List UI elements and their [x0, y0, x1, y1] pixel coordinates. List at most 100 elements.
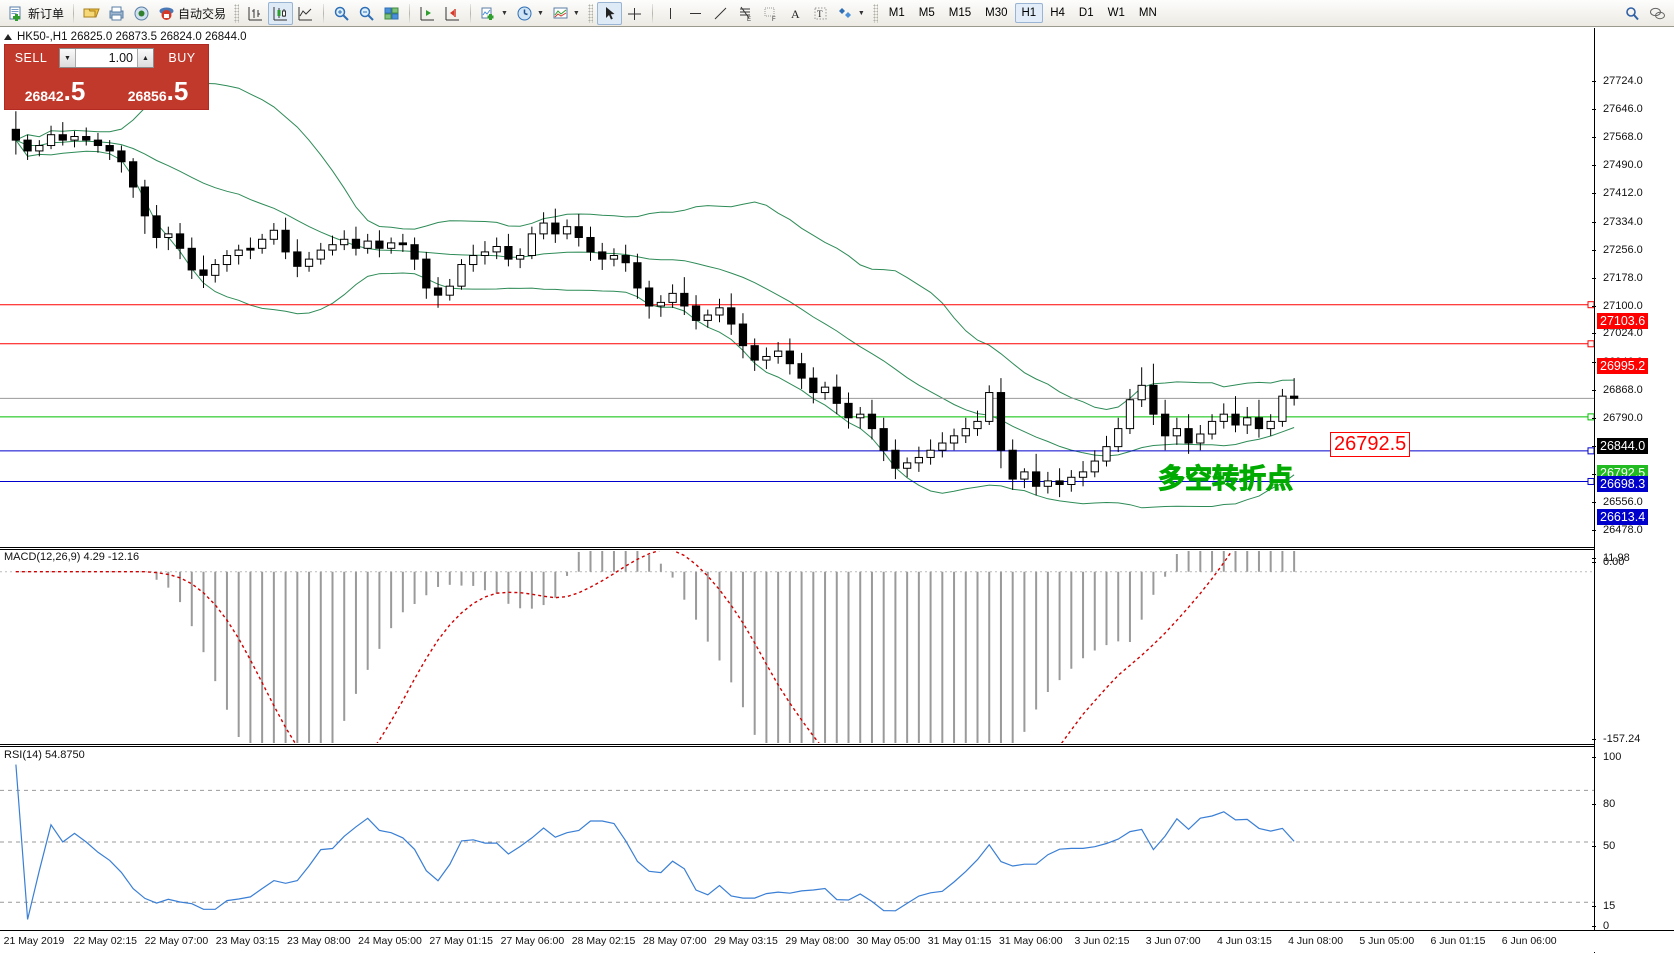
price-level-label[interactable]: 26792.5 [1330, 432, 1411, 457]
chart-area[interactable]: HK50-,H1 26825.0 26873.5 26824.0 26844.0… [0, 27, 1674, 953]
price-tick [1592, 193, 1596, 195]
shift-chart-button[interactable] [415, 2, 440, 25]
auto-scroll-icon [444, 5, 461, 22]
volume-input[interactable]: ▼ 1.00 ▲ [59, 48, 154, 68]
sell-button[interactable]: SELL [14, 51, 48, 65]
indicators-button[interactable]: ▼ [476, 2, 512, 25]
period-button[interactable]: ▼ [512, 2, 548, 25]
one-click-trading-panel[interactable]: SELL ▼ 1.00 ▲ BUY 26842 .5 26856 .5 [4, 44, 209, 110]
price-tick [1592, 333, 1596, 335]
chevron-down-icon[interactable]: ▼ [501, 9, 508, 17]
indicators-icon [480, 5, 497, 22]
rsi-chart-canvas[interactable] [0, 750, 1594, 930]
search-button[interactable] [1620, 2, 1645, 25]
price-tick [1592, 80, 1596, 82]
toolbar-separator-2 [323, 3, 325, 23]
sell-price[interactable]: 26842 .5 [5, 71, 105, 107]
buy-price-main: 26856 [127, 88, 167, 104]
time-tick-label: 4 Jun 03:15 [1216, 935, 1272, 947]
zoom-out-icon [358, 5, 375, 22]
fibonacci-button[interactable]: E [733, 2, 758, 25]
trendline-button[interactable] [708, 2, 733, 25]
chat-button[interactable] [1645, 2, 1670, 25]
volume-dropdown-button[interactable]: ▼ [60, 49, 76, 67]
price-level-badge[interactable]: 26844.0 [1597, 438, 1649, 454]
macd-label: MACD(12,26,9) 4.29 -12.16 [4, 551, 140, 563]
timeframe-h4[interactable]: H4 [1050, 7, 1065, 19]
vertical-line-icon [662, 5, 679, 22]
macd-chart-canvas[interactable] [0, 551, 1594, 743]
timeframe-m1[interactable]: M1 [888, 7, 905, 19]
crosshair-icon [626, 5, 643, 22]
tile-windows-button[interactable] [379, 2, 404, 25]
price-tick [1592, 445, 1596, 447]
expert-advisor-button[interactable]: 自动交易 [154, 2, 230, 25]
timeframe-h1[interactable]: H1 [1014, 3, 1044, 23]
shapes-button[interactable]: ▼ [833, 2, 869, 25]
print-preview-icon [108, 5, 125, 22]
price-level-badge[interactable]: 26613.4 [1597, 509, 1649, 525]
zoom-in-button[interactable] [329, 2, 354, 25]
price-level-badge[interactable]: 26698.3 [1597, 476, 1649, 492]
auto-scroll-button[interactable] [440, 2, 465, 25]
folder-icon [83, 5, 100, 22]
chevron-down-icon[interactable]: ▼ [572, 9, 580, 17]
buy-price[interactable]: 26856 .5 [108, 71, 208, 107]
macd-pane-divider-2 [0, 549, 1594, 550]
print-preview-button[interactable] [104, 2, 129, 25]
rsi-axis-label: 100 [1603, 751, 1622, 763]
horizontal-line-button[interactable] [683, 2, 708, 25]
timeframe-mn[interactable]: MN [1138, 7, 1157, 19]
bar-chart-button[interactable] [243, 2, 268, 25]
crosshair-button[interactable] [622, 2, 647, 25]
network-button[interactable] [129, 2, 154, 25]
volume-increase-button[interactable]: ▲ [137, 49, 153, 67]
buy-price-frac: .5 [166, 76, 189, 107]
timeframe-w1[interactable]: W1 [1107, 7, 1125, 19]
price-axis[interactable]: 27724.0 27646.0 27568.0 27490.0 27412.0 27334… [1592, 28, 1674, 953]
chart-annotation[interactable]: 多空转折点 [1158, 464, 1294, 496]
price-tick-label: 27724.0 [1603, 74, 1643, 87]
volume-value[interactable]: 1.00 [108, 51, 133, 65]
svg-text:F: F [772, 17, 776, 22]
folder-button[interactable] [79, 2, 104, 25]
shapes-icon [837, 5, 854, 22]
time-tick-label: 4 Jun 08:00 [1288, 935, 1344, 947]
timeframe-group: M1 M5 M15 M30 H1 H4 D1 W1 MN [882, 3, 1164, 23]
price-tick-label: 27412.0 [1603, 187, 1643, 200]
axis-tick [1592, 739, 1596, 740]
price-level-badge[interactable]: 27103.6 [1597, 313, 1649, 329]
timeframe-m5[interactable]: M5 [918, 7, 935, 19]
sell-price-frac: .5 [63, 76, 86, 107]
text-label-button[interactable]: T [808, 2, 833, 25]
timeframe-d1[interactable]: D1 [1078, 7, 1094, 19]
collapse-triangle-icon[interactable] [4, 34, 12, 40]
templates-button[interactable]: ▼ [548, 2, 584, 25]
time-tick-label: 23 May 08:00 [286, 935, 351, 947]
chevron-down-icon[interactable]: ▼ [536, 9, 544, 17]
chevron-down-icon[interactable]: ▼ [857, 9, 865, 17]
timeframe-m30[interactable]: M30 [985, 7, 1008, 19]
price-chart-canvas[interactable] [0, 28, 1594, 546]
axis-tick [1592, 558, 1596, 559]
buy-button[interactable]: BUY [168, 51, 196, 65]
line-chart-button[interactable] [293, 2, 318, 25]
price-tick [1592, 389, 1596, 391]
svg-text:T: T [817, 9, 823, 19]
toolbar-grip-2[interactable] [587, 3, 593, 23]
time-tick-label: 21 May 2019 [3, 935, 65, 947]
toolbar-grip-3[interactable] [872, 3, 878, 23]
toolbar-grip[interactable] [234, 3, 240, 23]
time-axis[interactable]: 21 May 2019 22 May 02:15 22 May 07:00 23 Ma… [0, 930, 1674, 952]
price-tick [1592, 137, 1596, 139]
new-order-button[interactable]: 新订单 [4, 2, 68, 25]
channel-button[interactable]: F [758, 2, 783, 25]
pointer-button[interactable] [596, 1, 622, 25]
price-level-badge[interactable]: 26995.2 [1597, 358, 1649, 374]
zoom-out-button[interactable] [354, 2, 379, 25]
timeframe-m15[interactable]: M15 [948, 7, 972, 19]
time-tick-label: 22 May 07:00 [144, 935, 209, 947]
vertical-line-button[interactable] [658, 2, 683, 25]
candlestick-chart-button[interactable] [268, 1, 294, 25]
text-button[interactable]: A [783, 2, 808, 25]
